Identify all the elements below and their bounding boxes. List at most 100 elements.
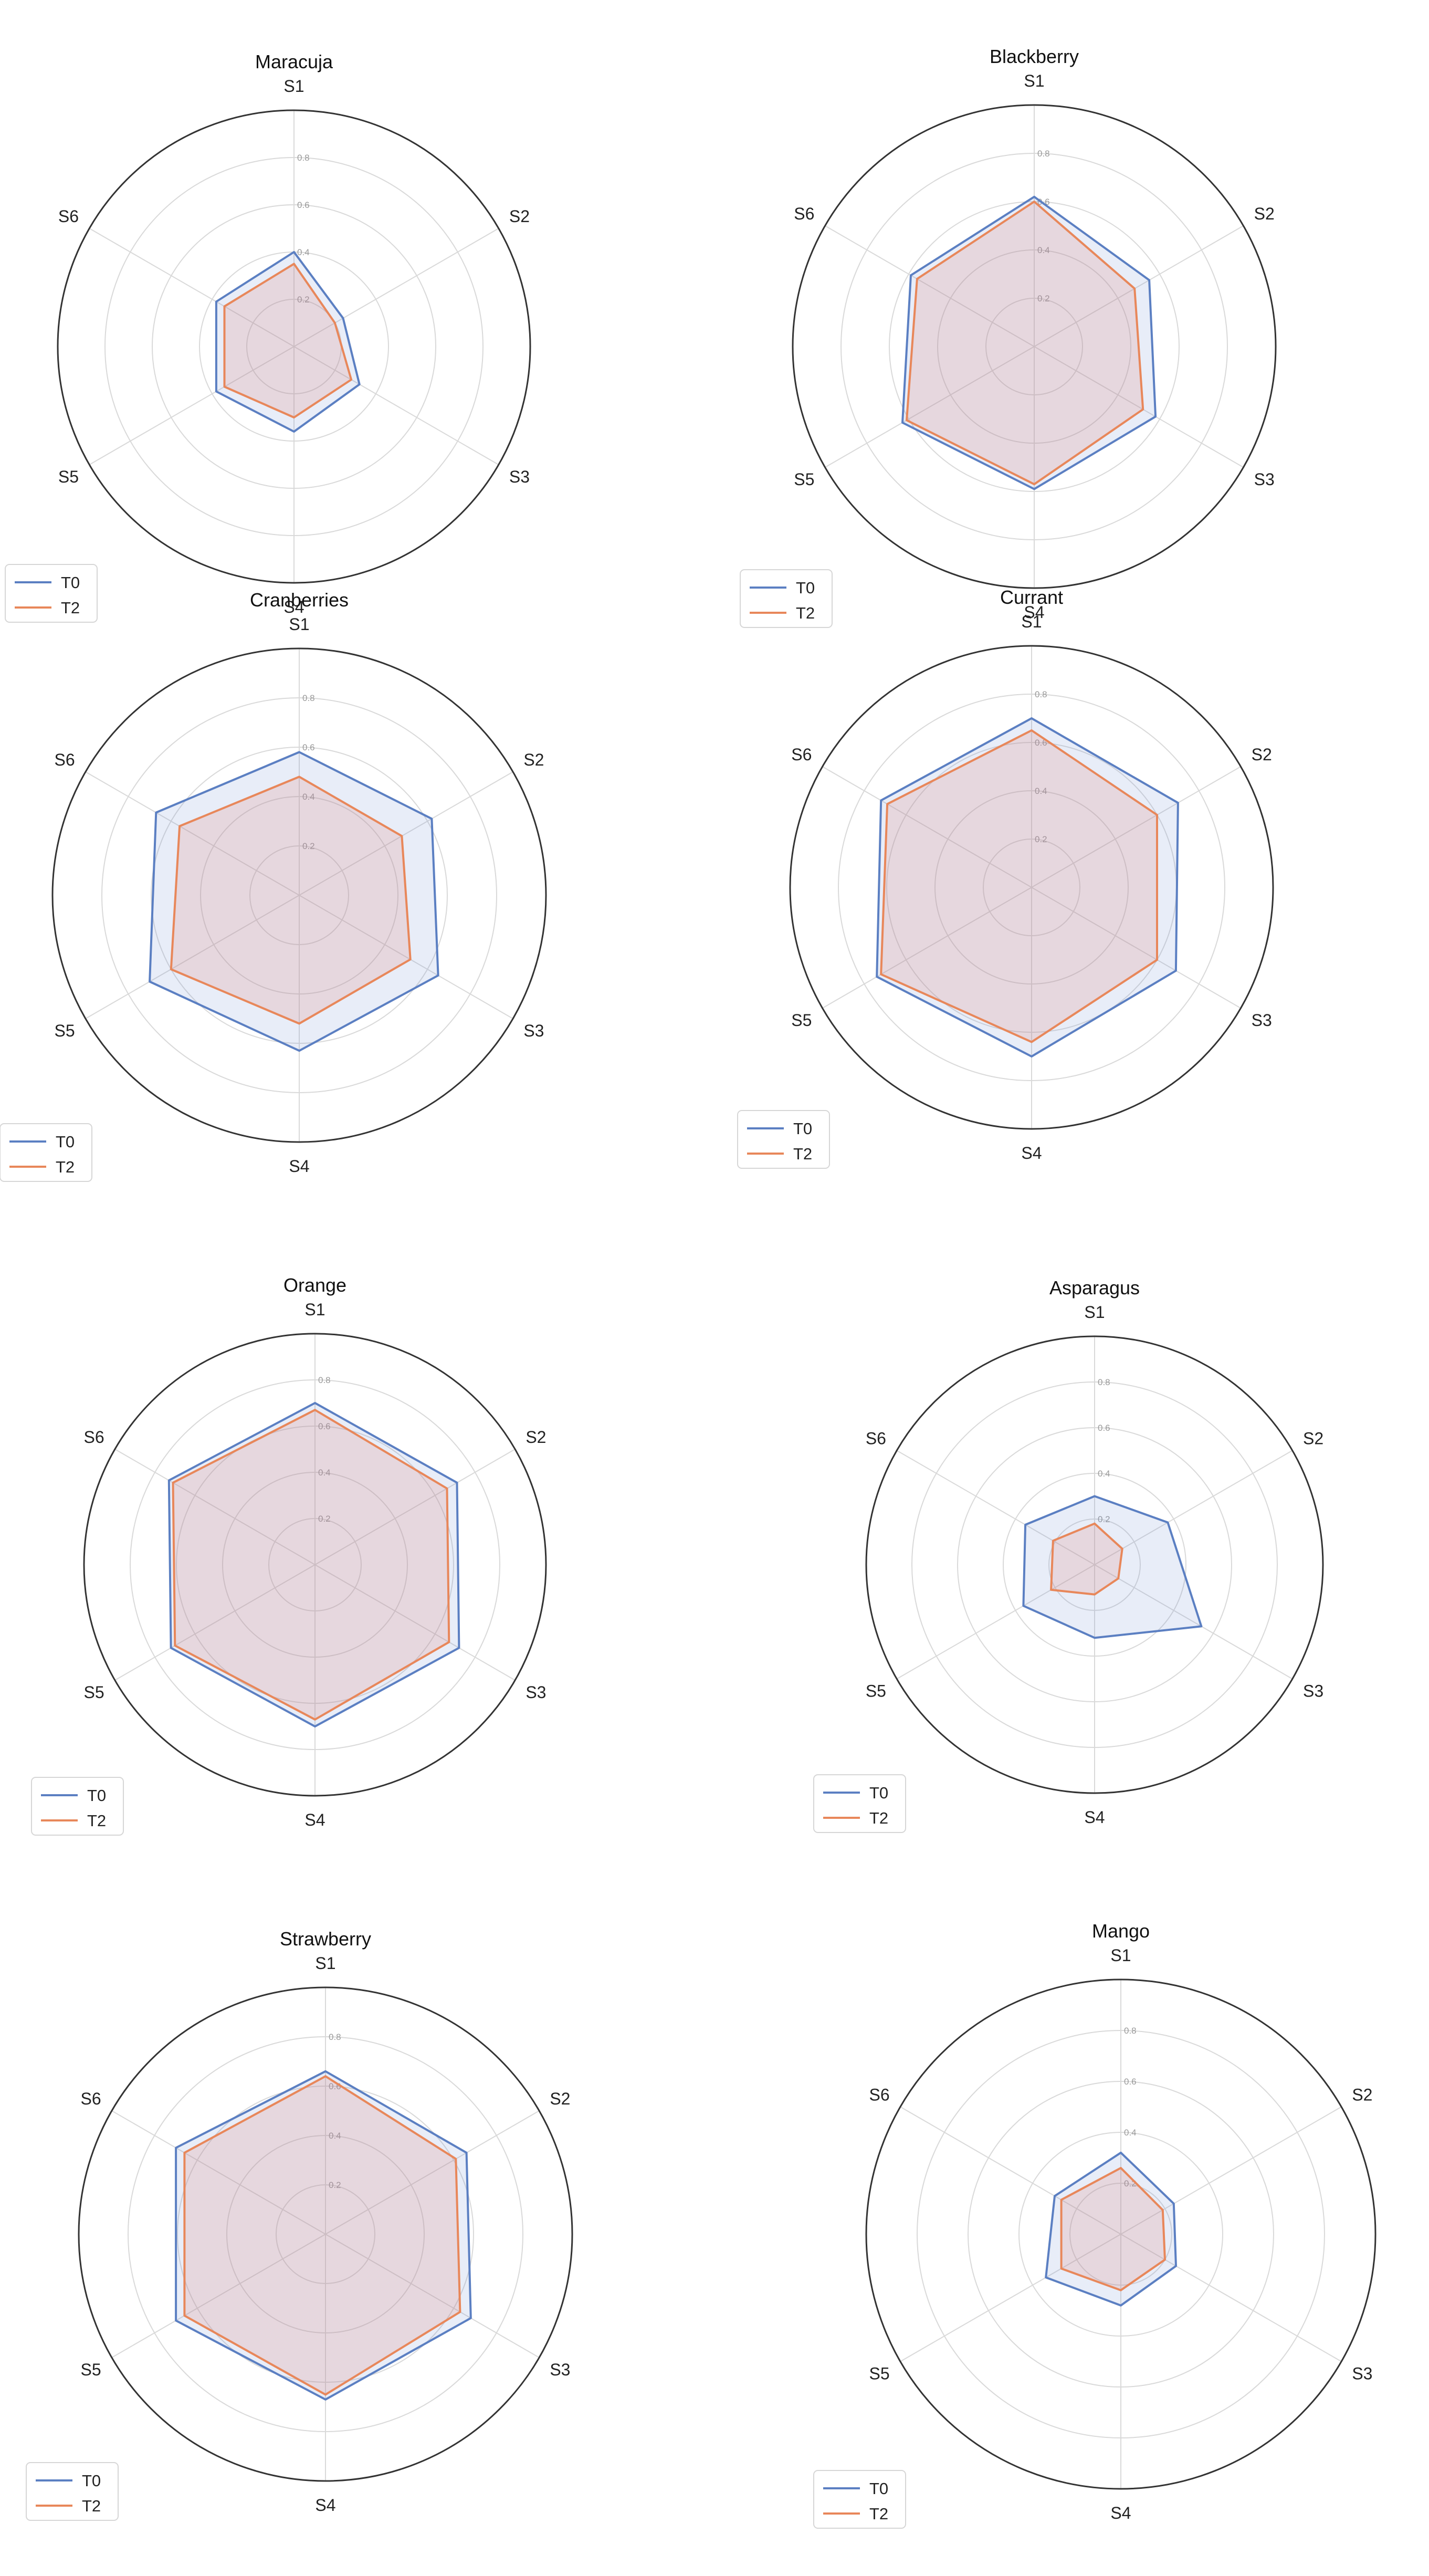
series-t0-point bbox=[155, 812, 157, 813]
series-t0-point bbox=[314, 1402, 316, 1404]
polar-frame bbox=[789, 645, 1274, 1130]
radial-tick-label: 0.2 bbox=[329, 2180, 341, 2190]
axis-spoke bbox=[299, 771, 513, 896]
series-t0-point bbox=[1154, 415, 1157, 417]
series-t2-point bbox=[1094, 1523, 1096, 1525]
radial-tick-label: 0.8 bbox=[297, 153, 310, 163]
series-t0-point bbox=[1177, 802, 1179, 804]
series-t2-point bbox=[916, 278, 918, 280]
radial-tick-label: 0.8 bbox=[1035, 689, 1047, 699]
series-t0-point bbox=[215, 391, 217, 392]
axis-label-s4: S4 bbox=[1024, 603, 1044, 622]
radial-tick-label: 0.8 bbox=[329, 2032, 341, 2042]
legend-box bbox=[740, 569, 833, 628]
radial-tick-label: 0.6 bbox=[1037, 197, 1050, 207]
series-t0-point bbox=[1031, 1055, 1033, 1057]
axis-label-s6: S6 bbox=[58, 207, 79, 226]
series-t0-point bbox=[876, 976, 878, 978]
series-t2-point bbox=[906, 419, 908, 421]
axis-label-s6: S6 bbox=[81, 2089, 101, 2108]
radial-tick-label: 0.8 bbox=[302, 693, 315, 703]
series-t2-point bbox=[886, 803, 888, 805]
series-t2-point bbox=[324, 2394, 327, 2395]
series-t0-point bbox=[1175, 970, 1177, 972]
radial-tick-label: 0.2 bbox=[1035, 834, 1047, 844]
axis-spoke bbox=[1120, 2106, 1342, 2235]
axis-spoke bbox=[111, 2234, 326, 2358]
axis-label-s4: S4 bbox=[315, 2496, 335, 2515]
legend-label-t2: T2 bbox=[87, 1811, 106, 1830]
series-t2-point bbox=[401, 835, 403, 837]
radial-tick-label: 0.6 bbox=[1035, 738, 1047, 748]
series-t0-point bbox=[430, 818, 433, 820]
legend-label-t2: T2 bbox=[61, 599, 80, 617]
axis-spoke bbox=[822, 766, 1032, 888]
chart-title: Strawberry bbox=[280, 1928, 371, 1950]
axis-spoke bbox=[825, 225, 1035, 347]
polar-frame bbox=[865, 1978, 1377, 2490]
axis-label-s4: S4 bbox=[1021, 1144, 1042, 1163]
series-t0-point bbox=[458, 1647, 460, 1649]
series-t2-point bbox=[459, 2311, 461, 2313]
series-t0-point bbox=[456, 1482, 458, 1484]
series-t0-point bbox=[1173, 2203, 1175, 2205]
axis-spoke bbox=[1120, 2234, 1342, 2362]
legend-box bbox=[0, 1123, 92, 1182]
axis-label-s2: S2 bbox=[1254, 204, 1275, 223]
series-t2-point bbox=[224, 306, 225, 307]
legend-box bbox=[26, 2462, 119, 2521]
radial-tick-label: 0.6 bbox=[1098, 1423, 1110, 1433]
axis-label-s1: S1 bbox=[315, 1954, 335, 1973]
legend-box bbox=[813, 2470, 906, 2529]
radial-tick-label: 0.4 bbox=[318, 1468, 331, 1478]
series-t0-point bbox=[880, 799, 882, 801]
axis-label-s2: S2 bbox=[1352, 2086, 1372, 2104]
polar-frame bbox=[57, 109, 531, 584]
axis-label-s5: S5 bbox=[58, 467, 79, 486]
axis-spoke bbox=[89, 346, 295, 465]
series-t0-point bbox=[175, 2147, 177, 2149]
radial-tick-label: 0.4 bbox=[329, 2131, 341, 2141]
axis-label-s1: S1 bbox=[289, 615, 309, 634]
axis-label-s1: S1 bbox=[1110, 1946, 1131, 1965]
polar-frame bbox=[51, 647, 547, 1143]
series-t2-point bbox=[1060, 2199, 1063, 2201]
series-t2-point bbox=[1120, 2167, 1122, 2169]
series-t2-point bbox=[1117, 1577, 1119, 1579]
axis-label-s5: S5 bbox=[794, 470, 814, 489]
series-t2-point bbox=[293, 416, 295, 418]
axis-label-s3: S3 bbox=[1254, 470, 1275, 489]
series-t2-point bbox=[1033, 483, 1035, 485]
series-t0-point bbox=[1031, 717, 1033, 719]
axis-spoke bbox=[314, 1564, 516, 1681]
radial-tick-label: 0.4 bbox=[1124, 2128, 1137, 2138]
legend-label-t2: T2 bbox=[56, 1158, 75, 1176]
series-t0-point bbox=[359, 383, 361, 385]
series-t2-point bbox=[448, 1641, 450, 1643]
axis-label-s4: S4 bbox=[289, 1157, 309, 1176]
series-t0-point bbox=[1200, 1625, 1202, 1627]
axis-label-s3: S3 bbox=[509, 467, 530, 486]
axis-label-s3: S3 bbox=[1303, 1682, 1323, 1701]
series-t2-point bbox=[1031, 729, 1033, 731]
series-t0-point bbox=[1054, 2195, 1056, 2197]
series-t2-point bbox=[183, 2315, 185, 2317]
series-t0-point bbox=[324, 2399, 327, 2401]
chart-title: Maracuja bbox=[255, 51, 333, 72]
axis-label-s6: S6 bbox=[84, 1428, 104, 1447]
series-t2-point bbox=[1142, 409, 1144, 411]
axis-label-s1: S1 bbox=[304, 1300, 325, 1319]
axis-label-s2: S2 bbox=[526, 1428, 546, 1447]
legend-label-t2: T2 bbox=[869, 2505, 888, 2523]
radial-tick-label: 0.2 bbox=[302, 841, 315, 851]
series-t0-point bbox=[293, 431, 295, 433]
radial-tick-label: 0.2 bbox=[297, 295, 310, 305]
chart-title: Cranberries bbox=[250, 589, 349, 611]
axis-spoke bbox=[293, 346, 499, 465]
